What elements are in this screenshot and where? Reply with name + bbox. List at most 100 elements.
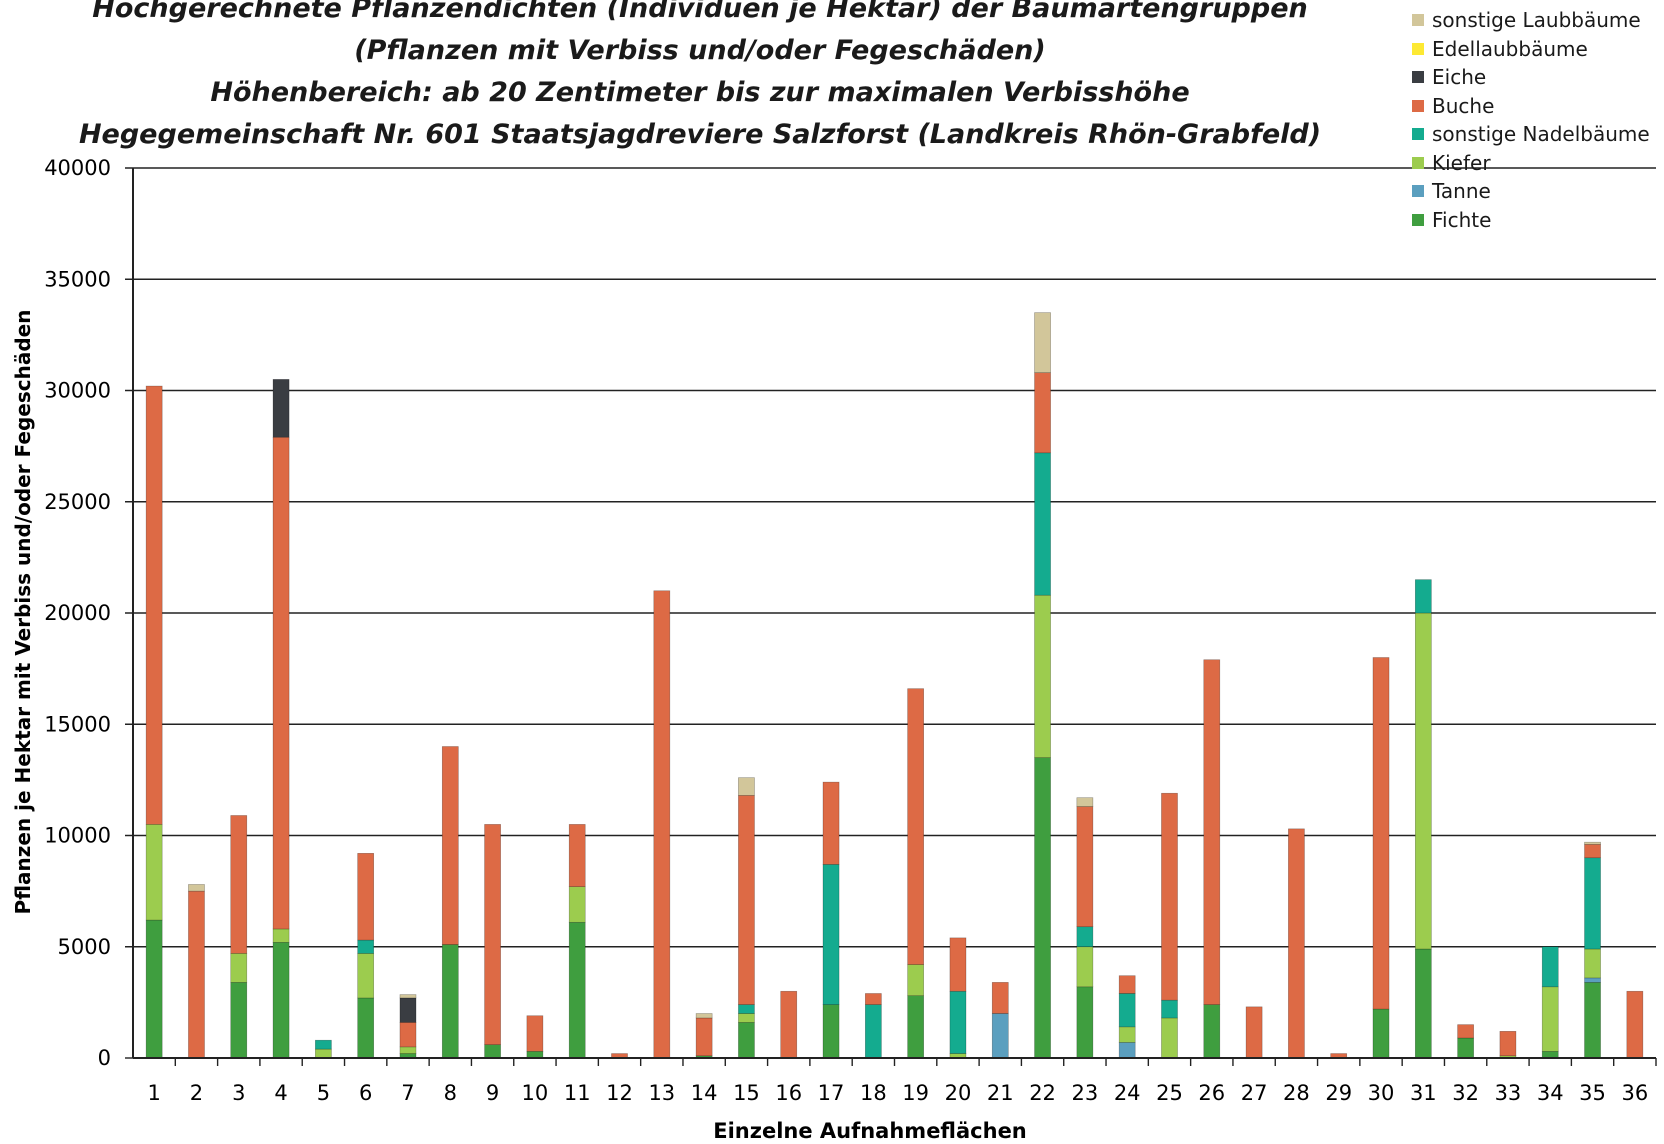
bar-segment [1034,757,1051,1059]
x-tick-label: 18 [860,1081,887,1105]
bar-segment [695,1013,713,1019]
bar-segment [738,1013,755,1023]
bar-segment [399,1046,417,1054]
bar-segment [738,1004,755,1014]
legend-label: Fichte [1432,207,1492,232]
bar-segment [1203,659,1221,1005]
bar-segment [1118,1042,1136,1059]
bar-segment [188,884,205,892]
legend-item: Fichte [1412,206,1650,235]
x-tick-label: 8 [444,1081,457,1105]
x-tick-label: 23 [1072,1081,1099,1105]
bar-segment [1414,579,1432,614]
x-tick-labels: 1 2 3 4 5 6 7 8 9 10 11 12 13 14 15 16 17 18 19 20 21 22 23 24 2… [147,1058,1657,1105]
legend-item: Buche [1412,92,1650,121]
x-tick-label: 19 [902,1081,929,1105]
legend-item: Edellaubbäume [1412,35,1650,64]
bar-segment [653,590,671,1059]
legend-label: Eiche [1432,65,1487,89]
bar-segment [1161,792,1178,1001]
legend-item: Tanne [1412,177,1650,206]
bar-segment [1161,999,1178,1019]
bar-segment [1076,926,1094,948]
bar-segment [780,990,798,1059]
x-tick-label: 36 [1621,1081,1648,1105]
bar-segment [1584,977,1601,983]
x-tick-label: 24 [1114,1081,1141,1105]
bar-segment [1372,657,1390,1010]
bar-segment [1626,990,1644,1059]
bar-segment [822,864,840,1005]
x-tick-label: 30 [1368,1081,1395,1105]
legend-item: sonstige Nadelbäume [1412,120,1650,149]
bar-segment [991,982,1009,1014]
y-tick-label: 0 [98,1046,111,1070]
bar-segment [315,1048,332,1059]
x-axis-title: Einzelne Aufnahmeflächen [713,1119,1027,1143]
title-line-3: Höhenbereich: ab 20 Zentimeter bis zur m… [210,77,1190,108]
x-tick-label: 21 [987,1081,1014,1105]
y-tick-label: 35000 [44,267,111,291]
y-axis-title: Pflanzen je Hektar mit Verbiss und/oder … [11,310,35,915]
bar-segment [399,997,417,1023]
title-line-1: Hochgerechnete Pflanzendichten (Individu… [92,0,1308,24]
bar-segment [865,993,882,1005]
chart-title: Hochgerechnete Pflanzendichten (Individu… [40,0,1360,156]
y-tick-label: 40000 [44,156,111,180]
x-tick-label: 33 [1495,1081,1522,1105]
y-tick-label: 20000 [44,601,111,625]
x-tick-label: 1 [147,1081,160,1105]
legend-swatch [1412,213,1424,226]
title-line-2: (Pflanzen mit Verbiss und/oder Fegeschäd… [354,35,1046,66]
x-tick-label: 28 [1283,1081,1310,1105]
bar-segment [865,1004,882,1059]
bar-segment [272,941,290,1059]
legend-swatch [1412,71,1424,84]
legend-item: Eiche [1412,63,1650,92]
bar-segment [230,953,248,983]
bar-segment [1161,1017,1178,1059]
bar-segment [188,890,205,1059]
bar-segment [1203,1004,1221,1059]
y-tick-label: 15000 [44,712,111,736]
legend-item: Kiefer [1412,149,1650,178]
bar-segment [1034,372,1051,454]
legend-swatch [1412,14,1424,27]
x-tick-label: 22 [1029,1081,1056,1105]
bar-segment [1414,948,1432,1059]
y-tick-label: 30000 [44,379,111,403]
x-tick-label: 20 [945,1081,972,1105]
y-tick-label: 5000 [58,935,111,959]
gridlines [125,167,1656,1059]
legend: sonstige Laubbäume Edellaubbäume Eiche Buch… [1412,6,1650,234]
bar-segment [441,944,459,1059]
bar-segment [1288,828,1305,1059]
bar-segment [484,824,501,1045]
x-tick-label: 7 [401,1081,414,1105]
legend-label: Tanne [1432,179,1491,203]
bar-segment [568,886,586,923]
bar-segment [949,990,967,1054]
y-tick-label: 10000 [44,824,111,848]
x-tick-label: 5 [317,1081,330,1105]
bar-segment [357,852,375,941]
x-tick-label: 2 [190,1081,203,1105]
bar-segment [1076,986,1094,1059]
bar-segment [738,777,755,796]
legend-swatch [1412,185,1424,198]
bar-segment [949,937,967,992]
bar-segment [399,994,417,999]
bar-segment [526,1051,544,1059]
bar-segment [272,379,290,438]
x-tick-label: 9 [486,1081,499,1105]
bar-segment [1118,975,1136,994]
bar-segment [1584,948,1601,979]
bar-segment [357,939,375,954]
x-tick-label: 4 [274,1081,287,1105]
x-tick-label: 3 [232,1081,245,1105]
legend-label: sonstige Laubbäume [1432,8,1641,32]
x-tick-label: 13 [648,1081,675,1105]
bar-segment [1076,946,1094,988]
legend-swatch [1412,128,1424,141]
